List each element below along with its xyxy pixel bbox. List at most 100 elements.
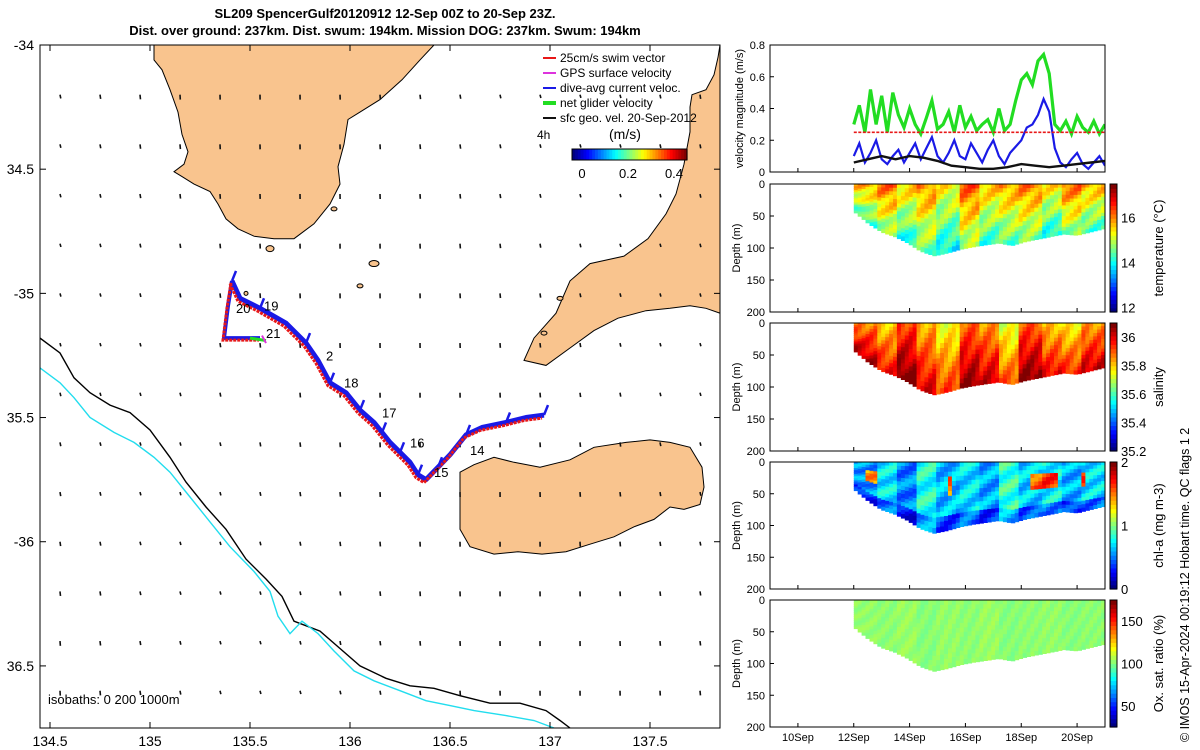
heatmap-cell <box>1030 347 1035 352</box>
heatmap-cell <box>912 229 918 235</box>
heatmap-cell <box>959 383 965 389</box>
heatmap-cell <box>955 212 961 218</box>
heatmap-cell <box>967 377 973 383</box>
heatmap-cell <box>896 222 902 228</box>
heatmap-cell <box>873 618 878 623</box>
heatmap-cell <box>944 243 949 249</box>
heatmap-cell <box>865 328 870 332</box>
colorbar-segment <box>1110 269 1117 275</box>
colorbar-segment <box>678 149 682 160</box>
heatmap-cell <box>896 187 902 193</box>
heatmap-cell <box>1061 607 1067 612</box>
heatmap-cell <box>1034 191 1039 197</box>
heatmap-cell <box>1026 628 1031 633</box>
heatmap-cell <box>1018 495 1024 501</box>
heatmap-cell <box>1054 337 1059 342</box>
colorbar-segment <box>1110 252 1117 258</box>
heatmap-cell <box>1022 360 1028 365</box>
heatmap-cell <box>869 485 874 489</box>
heatmap-cell <box>987 487 992 493</box>
colorbar-segment <box>1110 213 1117 219</box>
colorbar-segment <box>586 149 590 160</box>
heatmap-cell <box>869 210 874 215</box>
heatmap-cell <box>1010 501 1016 506</box>
heatmap-cell <box>971 657 976 663</box>
heatmap-cell <box>889 220 894 225</box>
heatmap-cell <box>971 613 976 619</box>
depth-tick-label: 0 <box>759 179 765 191</box>
heatmap-cell <box>1038 619 1043 624</box>
heatmap-cell <box>1010 201 1016 207</box>
heatmap-cell <box>1073 483 1079 488</box>
heatmap-cell <box>881 624 886 629</box>
heatmap-cell <box>975 600 980 605</box>
heatmap-cell <box>1022 640 1028 646</box>
heatmap-cell <box>924 525 929 532</box>
heatmap-cell <box>873 323 878 327</box>
heatmap-cell <box>861 189 867 193</box>
heatmap-cell <box>959 360 965 366</box>
heatmap-cell <box>1050 225 1055 230</box>
heatmap-cell <box>979 479 984 485</box>
heatmap-cell <box>1101 193 1105 198</box>
heatmap-cell <box>967 493 973 499</box>
heatmap-cell <box>1093 190 1098 195</box>
heatmap-cell <box>936 199 941 205</box>
geo-velocity-arrow <box>219 392 222 397</box>
heatmap-cell <box>1077 351 1082 357</box>
heatmap-cell <box>983 500 988 506</box>
heatmap-cell <box>944 188 949 195</box>
heatmap-cell <box>1050 600 1055 605</box>
heatmap-cell <box>1069 323 1075 328</box>
heatmap-cell <box>877 213 882 218</box>
heatmap-cell <box>991 646 996 652</box>
colorbar-segment <box>1110 638 1117 643</box>
heatmap-cell <box>1006 651 1012 657</box>
heatmap-cell <box>995 503 1000 509</box>
heatmap-cell <box>904 343 910 349</box>
heatmap-cell <box>893 484 898 489</box>
heatmap-cell <box>857 339 863 342</box>
heatmap-cell <box>1077 323 1082 328</box>
heatmap-cell <box>1030 639 1035 645</box>
colorbar-segment <box>620 149 625 160</box>
heatmap-cell <box>885 194 890 199</box>
heatmap-cell <box>896 354 902 359</box>
geo-velocity-arrow <box>59 541 62 547</box>
heatmap-cell <box>1022 208 1028 214</box>
heatmap-cell <box>1050 210 1055 215</box>
heatmap-cell <box>1061 194 1067 199</box>
geo-velocity-arrow <box>99 193 102 198</box>
heatmap-cell <box>900 498 906 503</box>
heatmap-cell <box>1038 611 1043 617</box>
heatmap-cell <box>881 211 886 216</box>
heatmap-cell <box>1097 336 1102 340</box>
heatmap-cell <box>1069 476 1075 481</box>
heatmap-cell <box>853 624 859 628</box>
heatmap-cell <box>1010 366 1016 372</box>
heatmap-cell <box>971 608 976 614</box>
heatmap-cell <box>936 492 941 498</box>
heatmap-cell <box>916 480 922 486</box>
heatmap-cell <box>936 323 941 329</box>
heatmap-cell <box>920 381 925 387</box>
heatmap-cell <box>967 211 973 217</box>
heatmap-cell <box>1022 343 1028 349</box>
heatmap-cell <box>1065 358 1071 364</box>
heatmap-cell <box>948 609 953 616</box>
heatmap-cell <box>873 209 878 213</box>
heatmap-cell <box>900 367 906 372</box>
heatmap-cell <box>893 371 898 377</box>
geo-velocity-arrow <box>139 640 142 646</box>
geo-velocity-arrow <box>259 541 262 546</box>
heatmap-cell <box>1042 507 1047 513</box>
heatmap-cell <box>999 335 1004 341</box>
heatmap-cell <box>1034 603 1039 609</box>
heatmap-cell <box>904 196 910 202</box>
heatmap-cell <box>971 635 976 641</box>
heatmap-cell <box>944 248 949 254</box>
heatmap-cell <box>999 230 1004 236</box>
heatmap-cell <box>1030 505 1035 511</box>
heatmap-cell <box>908 647 914 653</box>
glider-track <box>221 270 550 485</box>
